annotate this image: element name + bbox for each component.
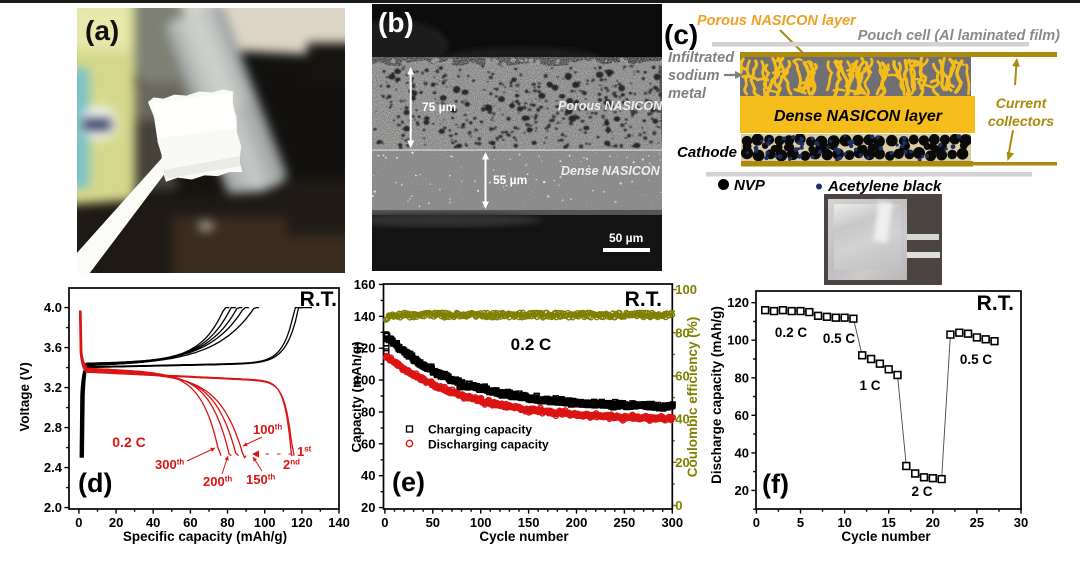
svg-text:(f): (f)	[762, 469, 789, 499]
svg-text:Infiltrated: Infiltrated	[668, 50, 735, 66]
svg-text:80: 80	[220, 515, 234, 530]
svg-text:150: 150	[518, 515, 540, 530]
svg-text:(d): (d)	[78, 468, 112, 498]
svg-text:collectors: collectors	[988, 113, 1054, 129]
svg-text:(c): (c)	[664, 19, 698, 50]
svg-text:0.2 C: 0.2 C	[775, 325, 808, 340]
svg-text:40: 40	[675, 412, 689, 427]
svg-text:100: 100	[675, 282, 697, 297]
svg-text:120: 120	[354, 341, 376, 356]
svg-text:2 C: 2 C	[911, 484, 932, 499]
svg-text:Voltage (V): Voltage (V)	[20, 362, 32, 432]
svg-text:2.0: 2.0	[44, 500, 62, 515]
svg-text:5: 5	[797, 515, 804, 530]
svg-text:Discharge capacity (mAh/g): Discharge capacity (mAh/g)	[709, 306, 724, 484]
svg-text:2.4: 2.4	[44, 460, 63, 475]
svg-text:60: 60	[735, 408, 749, 423]
svg-text:0: 0	[753, 515, 760, 530]
svg-text:300: 300	[661, 515, 683, 530]
svg-text:Capacity (mAh/g): Capacity (mAh/g)	[352, 341, 364, 452]
svg-text:100th: 100th	[253, 422, 282, 437]
svg-text:30: 30	[1014, 515, 1028, 530]
svg-text:2nd: 2nd	[283, 457, 300, 472]
svg-text:40: 40	[146, 515, 160, 530]
svg-text:Dense NASICON layer: Dense NASICON layer	[774, 108, 943, 125]
svg-text:Current: Current	[996, 95, 1048, 111]
svg-text:80: 80	[675, 325, 689, 340]
svg-text:3.6: 3.6	[44, 340, 62, 355]
svg-text:50: 50	[426, 515, 440, 530]
svg-text:140: 140	[354, 309, 376, 324]
svg-text:80: 80	[361, 405, 375, 420]
svg-text:100: 100	[354, 373, 376, 388]
svg-text:60: 60	[183, 515, 197, 530]
svg-text:0.2 C: 0.2 C	[112, 434, 145, 450]
svg-text:100: 100	[727, 333, 749, 348]
svg-text:Porous NASICON layer: Porous NASICON layer	[697, 13, 857, 29]
svg-text:0: 0	[381, 515, 388, 530]
svg-text:300th: 300th	[155, 457, 184, 472]
svg-text:R.T.: R.T.	[300, 288, 337, 311]
svg-text:3.2: 3.2	[44, 380, 62, 395]
svg-text:60: 60	[675, 369, 689, 384]
svg-text:Specific capacity (mAh/g): Specific capacity (mAh/g)	[123, 529, 287, 544]
svg-text:15: 15	[881, 515, 895, 530]
svg-text:200th: 200th	[203, 474, 232, 489]
svg-text:10: 10	[837, 515, 851, 530]
svg-text:R.T.: R.T.	[625, 288, 662, 311]
svg-text:120: 120	[727, 295, 749, 310]
svg-text:60: 60	[361, 436, 375, 451]
svg-text:metal: metal	[668, 86, 707, 102]
svg-text:1 C: 1 C	[859, 378, 880, 393]
svg-text:0.2 C: 0.2 C	[511, 335, 552, 354]
svg-text:Charging capacity: Charging capacity	[428, 423, 532, 437]
svg-text:Acetylene black: Acetylene black	[827, 178, 942, 195]
svg-text:Pouch cell (Al laminated film): Pouch cell (Al laminated film)	[858, 28, 1060, 44]
svg-text:25: 25	[970, 515, 984, 530]
svg-text:160: 160	[354, 280, 376, 292]
svg-text:140: 140	[328, 515, 350, 530]
svg-text:2.8: 2.8	[44, 420, 62, 435]
svg-text:NVP: NVP	[734, 177, 766, 194]
svg-text:20: 20	[675, 455, 689, 470]
svg-text:40: 40	[361, 468, 375, 483]
svg-text:Cycle number: Cycle number	[479, 529, 569, 544]
svg-text:sodium: sodium	[668, 68, 720, 84]
svg-text:Cycle number: Cycle number	[841, 529, 931, 544]
svg-text:R.T.: R.T.	[977, 292, 1014, 315]
svg-text:250: 250	[614, 515, 636, 530]
svg-text:Cathode: Cathode	[677, 144, 737, 161]
svg-text:4.0: 4.0	[44, 300, 62, 315]
svg-text:0.5 C: 0.5 C	[960, 352, 993, 367]
svg-text:20: 20	[926, 515, 940, 530]
svg-text:20: 20	[735, 483, 749, 498]
svg-text:Coulombic efficiency (%): Coulombic efficiency (%)	[685, 317, 700, 478]
svg-text:20: 20	[109, 515, 123, 530]
svg-text:150th: 150th	[246, 472, 275, 487]
svg-text:120: 120	[291, 515, 313, 530]
svg-text:40: 40	[735, 445, 749, 460]
svg-text:200: 200	[566, 515, 588, 530]
svg-text:20: 20	[361, 500, 375, 515]
svg-text:100: 100	[254, 515, 276, 530]
svg-text:0: 0	[675, 498, 682, 513]
svg-text:Discharging capacity: Discharging capacity	[428, 438, 549, 452]
svg-text:0.5 C: 0.5 C	[823, 331, 856, 346]
svg-text:80: 80	[735, 370, 749, 385]
svg-text:100: 100	[470, 515, 492, 530]
svg-text:(e): (e)	[392, 467, 425, 497]
svg-text:0: 0	[75, 515, 82, 530]
